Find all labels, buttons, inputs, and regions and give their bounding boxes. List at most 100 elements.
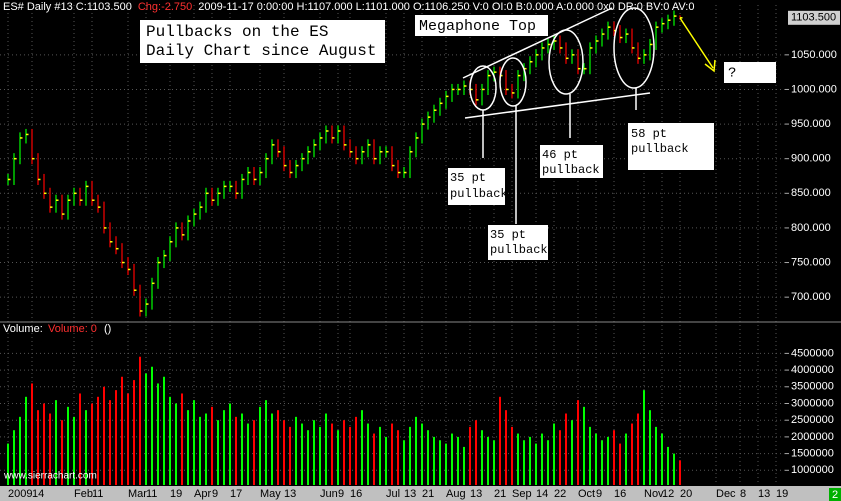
x-tick-label: 13 <box>404 488 416 500</box>
label-box <box>448 168 505 205</box>
arrow-head <box>704 59 716 73</box>
volume-bar <box>541 433 543 485</box>
volume-bar <box>31 383 33 485</box>
volume-bar <box>349 426 351 485</box>
volume-bar <box>571 420 573 485</box>
volume-bar <box>613 430 615 485</box>
volume-bar <box>595 433 597 485</box>
x-tick-label: 14 <box>32 488 44 500</box>
bar-layer <box>7 10 683 485</box>
annotations: Pullbacks on the ES Daily Chart since Au… <box>140 7 776 260</box>
x-tick-label: 9 <box>212 488 218 500</box>
volume-bar <box>67 406 69 485</box>
volume-bar <box>565 413 567 485</box>
pullback-label: pullback <box>450 187 508 201</box>
y-tick-label: 1050.000 <box>791 49 837 61</box>
pullback-label: pullback <box>631 142 689 156</box>
volume-bar <box>373 433 375 485</box>
volume-bar <box>397 430 399 485</box>
volume-bar <box>421 423 423 485</box>
volume-bar <box>139 356 141 485</box>
volume-bar <box>547 440 549 485</box>
x-tick-label: 20 <box>680 488 692 500</box>
volume-bar <box>667 446 669 485</box>
volume-bar <box>313 420 315 485</box>
volume-bar <box>649 410 651 485</box>
volume-bar <box>295 416 297 485</box>
y-tick-label: 1500000 <box>791 448 834 460</box>
x-tick-label: Mar <box>128 488 147 500</box>
x-tick-label: 11 <box>146 488 157 500</box>
x-tick-label: Sep <box>512 488 532 500</box>
volume-bar <box>7 443 9 485</box>
volume-bar <box>379 426 381 485</box>
volume-bar <box>37 410 39 485</box>
watermark: www.sierrachart.com <box>3 471 97 482</box>
volume-bar <box>49 413 51 485</box>
x-tick-label: Jul <box>386 488 400 500</box>
volume-bar <box>217 420 219 485</box>
volume-bar <box>577 400 579 485</box>
x-tick-label: 8 <box>740 488 746 500</box>
title-line: Pullbacks on the ES <box>146 23 328 41</box>
x-tick-label: Dec <box>716 488 736 500</box>
x-tick-label: 17 <box>230 488 242 500</box>
volume-extra: () <box>104 323 111 335</box>
x-tick-label: 9 <box>338 488 344 500</box>
x-tick-label: 22 <box>554 488 566 500</box>
x-tick-label: 13 <box>470 488 482 500</box>
volume-bar <box>61 420 63 485</box>
volume-bar <box>559 430 561 485</box>
volume-bar <box>355 416 357 485</box>
volume-bar <box>169 396 171 485</box>
y-tick-label: 700.000 <box>791 291 831 303</box>
volume-bar <box>427 430 429 485</box>
volume-bar <box>553 423 555 485</box>
x-tick-label: 16 <box>614 488 626 500</box>
volume-bar <box>439 440 441 485</box>
x-tick-label: 13 <box>758 488 770 500</box>
volume-bar <box>487 436 489 485</box>
volume-bar <box>247 423 249 485</box>
volume-bar <box>25 396 27 485</box>
volume-bar <box>229 403 231 485</box>
pullback-label: 35 pt <box>490 228 526 242</box>
volume-bar <box>103 386 105 485</box>
y-tick-label: 800.000 <box>791 222 831 234</box>
volume-bar <box>403 440 405 485</box>
y-tick-label: 2500000 <box>791 414 834 426</box>
x-tick-label: Jun <box>320 488 338 500</box>
volume-bar <box>679 460 681 485</box>
volume-bar <box>331 423 333 485</box>
arrow <box>679 17 714 69</box>
question-label: ? <box>728 66 736 82</box>
x-tick-label: Feb <box>74 488 93 500</box>
volume-bar <box>211 406 213 485</box>
title-line: Daily Chart since August <box>146 42 376 60</box>
date-axis <box>0 486 841 501</box>
volume-bar <box>385 436 387 485</box>
x-tick-label: 12 <box>662 488 674 500</box>
volume-bar <box>517 433 519 485</box>
volume-bar <box>301 423 303 485</box>
volume-title: Volume: <box>3 323 43 335</box>
y-tick-label: 1000000 <box>791 464 834 476</box>
volume-bar <box>265 400 267 485</box>
y-tick-label: 950.000 <box>791 118 831 130</box>
last-price-label: 1103.500 <box>791 12 836 24</box>
volume-bar <box>91 403 93 485</box>
volume-bar <box>607 436 609 485</box>
volume-bar <box>457 436 459 485</box>
volume-bar <box>157 383 159 485</box>
y-tick-label: 3500000 <box>791 381 834 393</box>
volume-bar <box>43 403 45 485</box>
volume-bar <box>337 430 339 485</box>
x-tick-label: 19 <box>776 488 788 500</box>
volume-bar <box>463 446 465 485</box>
pullback-label: 46 pt <box>542 148 578 162</box>
volume-bar <box>175 403 177 485</box>
volume-bar <box>367 423 369 485</box>
label-box <box>628 123 714 170</box>
volume-bar <box>415 416 417 485</box>
